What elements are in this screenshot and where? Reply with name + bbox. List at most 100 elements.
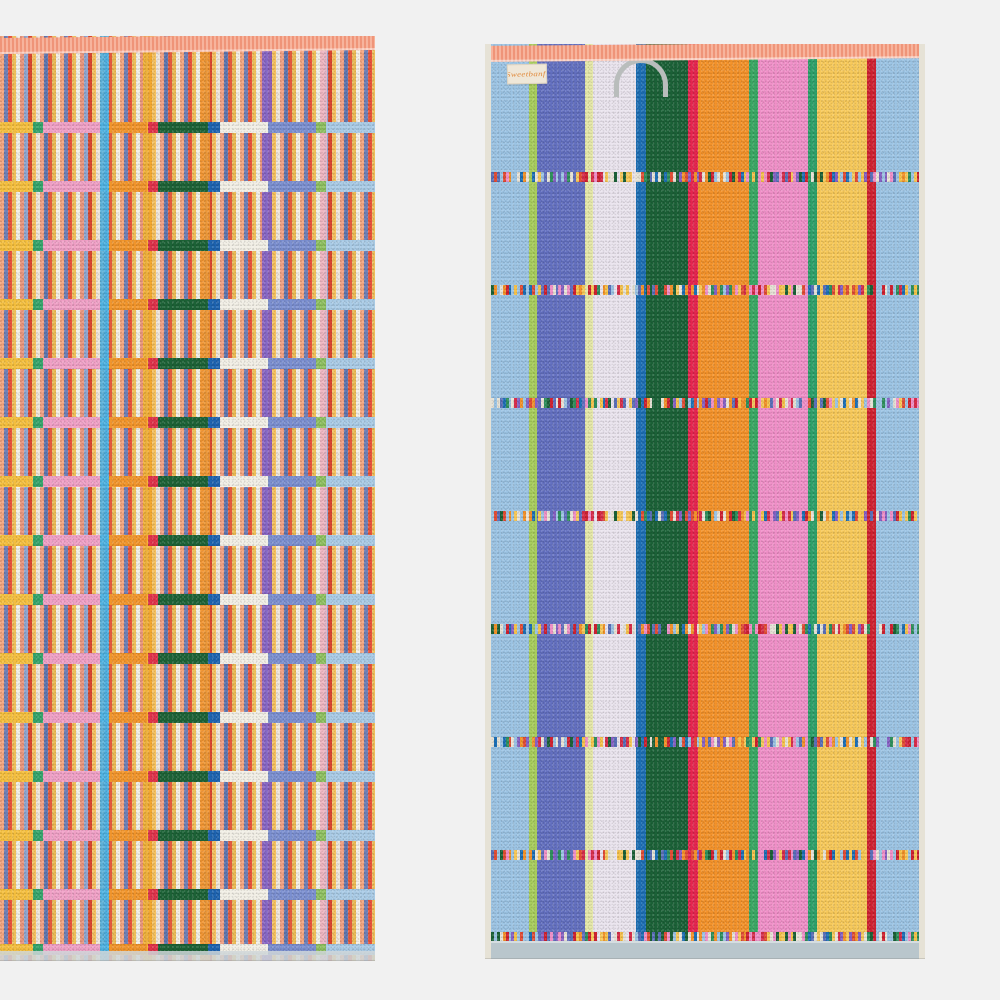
band-tick bbox=[667, 737, 671, 747]
band-tick bbox=[725, 624, 729, 634]
band-tick bbox=[758, 624, 762, 634]
band-tick bbox=[593, 932, 597, 942]
dash-periwinkle bbox=[268, 712, 316, 723]
dash-cyan-tick bbox=[100, 476, 109, 487]
band-tick bbox=[884, 285, 888, 295]
band-tick bbox=[863, 737, 867, 747]
band-tick bbox=[617, 398, 621, 408]
band-tick bbox=[502, 511, 506, 521]
band-tick bbox=[767, 932, 770, 942]
band-tick bbox=[881, 511, 885, 521]
band-tick bbox=[643, 932, 647, 942]
dash-orange bbox=[109, 535, 147, 546]
left-towel[interactable] bbox=[0, 36, 375, 961]
stripe-green bbox=[748, 44, 759, 959]
band-tick bbox=[869, 398, 873, 408]
band-tick bbox=[825, 737, 829, 747]
dash-green-tick bbox=[33, 944, 43, 955]
band-tick bbox=[505, 624, 509, 634]
dash-lime-tick bbox=[316, 944, 326, 955]
band-tick bbox=[631, 932, 635, 942]
dash-red-tick bbox=[148, 535, 158, 546]
band-tick bbox=[784, 285, 788, 295]
dash-periwinkle bbox=[268, 889, 316, 900]
band-tick bbox=[499, 624, 503, 634]
band-tick bbox=[661, 850, 665, 860]
band-tick bbox=[878, 511, 882, 521]
dash-blue-tick bbox=[208, 476, 220, 487]
band-tick bbox=[558, 850, 562, 860]
band-tick bbox=[670, 511, 673, 521]
band-tick bbox=[623, 398, 626, 408]
band-tick bbox=[805, 624, 809, 634]
band-tick bbox=[534, 172, 538, 182]
band-tick bbox=[517, 850, 521, 860]
band-tick bbox=[623, 172, 626, 182]
band-tick bbox=[623, 737, 626, 747]
band-tick bbox=[614, 172, 618, 182]
dash-lightblue bbox=[326, 240, 375, 251]
dash-amber-tick bbox=[147, 240, 148, 251]
band-tick bbox=[655, 850, 659, 860]
band-tick bbox=[731, 737, 735, 747]
band-tick bbox=[564, 624, 568, 634]
band-tick bbox=[584, 737, 588, 747]
stripe-yellow bbox=[817, 44, 868, 959]
dash-periwinkle bbox=[268, 358, 316, 369]
stripe-red bbox=[866, 44, 877, 959]
band-tick bbox=[793, 850, 797, 860]
band-tick bbox=[634, 172, 638, 182]
band-tick bbox=[543, 932, 547, 942]
band-tick bbox=[579, 398, 582, 408]
dash-cyan-tick bbox=[100, 240, 109, 251]
band-tick bbox=[579, 850, 582, 860]
band-tick bbox=[490, 737, 494, 747]
band-tick bbox=[737, 398, 741, 408]
band-tick bbox=[664, 511, 668, 521]
band-tick bbox=[858, 285, 861, 295]
band-tick bbox=[872, 172, 876, 182]
dash-blue-tick bbox=[208, 122, 220, 133]
band-tick bbox=[611, 285, 615, 295]
band-tick bbox=[769, 737, 773, 747]
band-tick bbox=[511, 737, 515, 747]
band-tick bbox=[546, 932, 550, 942]
band-tick bbox=[734, 285, 738, 295]
dash-green-tick bbox=[33, 535, 43, 546]
band-tick bbox=[546, 285, 550, 295]
band-tick bbox=[899, 932, 903, 942]
band-tick bbox=[869, 850, 873, 860]
dash-amber-tick bbox=[147, 830, 148, 841]
band-tick bbox=[599, 511, 603, 521]
band-tick bbox=[855, 850, 859, 860]
band-tick bbox=[584, 398, 588, 408]
band-tick bbox=[490, 850, 494, 860]
band-tick bbox=[814, 285, 817, 295]
band-tick bbox=[599, 932, 603, 942]
band-tick bbox=[670, 624, 673, 634]
dash-cream bbox=[220, 417, 268, 428]
dash-cyan-tick bbox=[100, 771, 109, 782]
band-tick bbox=[722, 511, 726, 521]
dash-lightblue bbox=[326, 830, 375, 841]
band-tick bbox=[561, 285, 565, 295]
band-tick bbox=[543, 624, 547, 634]
band-tick bbox=[611, 737, 615, 747]
dash-cream bbox=[220, 944, 268, 955]
dash-gold bbox=[0, 712, 33, 723]
stripe-blue bbox=[636, 44, 647, 959]
stripe-dark-green bbox=[645, 44, 689, 959]
band-tick bbox=[529, 850, 532, 860]
band-tick bbox=[576, 511, 579, 521]
band-tick bbox=[558, 624, 562, 634]
band-tick bbox=[684, 624, 688, 634]
left-towel-band-row bbox=[0, 944, 375, 955]
band-tick bbox=[808, 398, 812, 408]
dash-gold bbox=[0, 889, 33, 900]
band-tick bbox=[673, 172, 676, 182]
band-tick bbox=[661, 511, 665, 521]
dash-cyan-tick bbox=[100, 594, 109, 605]
right-towel[interactable]: Sweetbanff bbox=[485, 44, 925, 959]
band-tick bbox=[490, 398, 494, 408]
band-tick bbox=[899, 850, 903, 860]
